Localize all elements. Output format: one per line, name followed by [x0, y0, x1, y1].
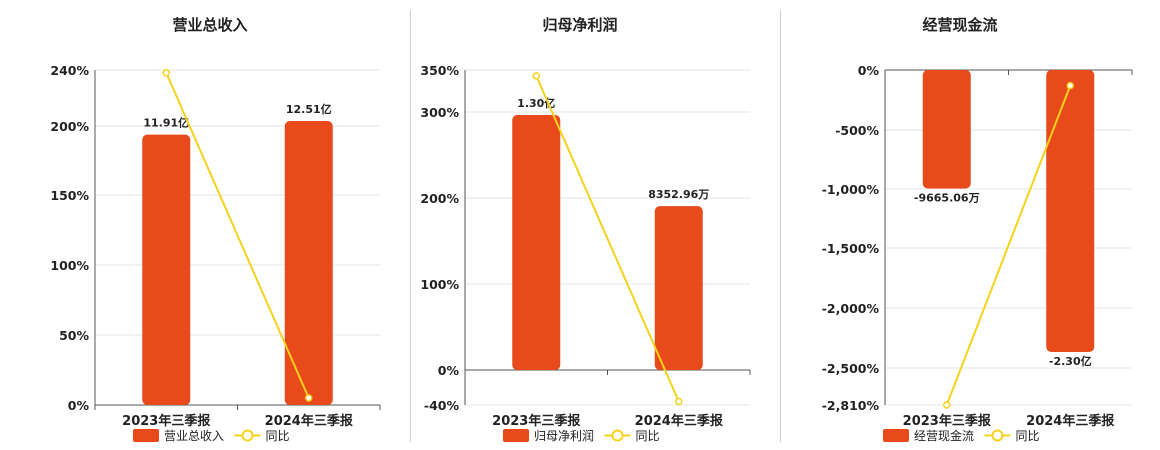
- y-tick-label: -500%: [835, 123, 879, 138]
- chart-title: 营业总收入: [172, 16, 247, 34]
- legend-label-line: 同比: [1016, 429, 1040, 443]
- chart-panel-net-profit: 归母净利润 350% 300% 200% 100% 0% -40% 2023年三季报 2024年…: [400, 0, 780, 450]
- legend: 营业总收入 同比: [133, 429, 290, 443]
- chart-panel-cash-flow: 经营现金流 0% -500% -1,000% -1,500% -2,000% -2,500%…: [780, 0, 1160, 450]
- legend-swatch-bar: [883, 429, 909, 442]
- yoy-line: [165, 72, 310, 399]
- bar-data-label: 11.91亿: [143, 116, 189, 130]
- legend-label-bar: 经营现金流: [914, 428, 974, 443]
- legend-swatch-marker: [611, 429, 624, 442]
- chart-title: 归母净利润: [542, 16, 617, 34]
- x-tick-label: 2024年三季报: [635, 413, 724, 429]
- legend-swatch-bar: [133, 429, 159, 442]
- y-tick-label: 240%: [50, 63, 89, 78]
- y-tick-label: 0%: [858, 63, 880, 78]
- x-tick-label: 2023年三季报: [903, 413, 992, 429]
- y-tick-label: 0%: [438, 363, 460, 378]
- yoy-point: [532, 72, 540, 80]
- bar-data-label: 12.51亿: [286, 102, 332, 116]
- legend-swatch-marker: [991, 429, 1004, 442]
- y-tick-label: 300%: [420, 105, 459, 120]
- x-tick-label: 2024年三季报: [265, 413, 354, 429]
- legend: 归母净利润 同比: [503, 429, 660, 443]
- panel-divider: [410, 10, 411, 442]
- y-tick-label: 200%: [420, 191, 459, 206]
- legend-label-bar: 营业总收入: [164, 429, 224, 443]
- yoy-point: [162, 69, 170, 77]
- y-tick-label: 200%: [50, 119, 89, 134]
- y-tick-label: 350%: [420, 63, 459, 78]
- bar-data-label: 8352.96万: [648, 188, 709, 201]
- legend-swatch-bar: [503, 429, 529, 442]
- legend-label-line: 同比: [266, 429, 290, 443]
- yoy-point: [1066, 81, 1074, 90]
- x-tick-label: 2023年三季报: [122, 413, 211, 429]
- bar: [284, 121, 333, 405]
- bar: [142, 134, 191, 406]
- y-tick-label: 100%: [420, 277, 459, 292]
- legend-label-line: 同比: [636, 429, 660, 443]
- bar: [922, 70, 971, 189]
- bar: [1046, 70, 1095, 352]
- bar-data-label: -9665.06万: [914, 192, 980, 205]
- x-tick-label: 2023年三季报: [492, 413, 581, 429]
- y-tick-label: -2,000%: [822, 301, 880, 316]
- y-tick-label: -2,810%: [822, 398, 880, 413]
- y-tick-label: -1,000%: [822, 182, 880, 197]
- x-tick-label: 2024年三季报: [1026, 413, 1115, 429]
- panel-divider: [780, 10, 781, 442]
- chart-svg: 归母净利润 350% 300% 200% 100% 0% -40% 2023年三季报 2024年…: [420, 16, 751, 443]
- yoy-point: [943, 401, 951, 409]
- y-tick-label: 150%: [50, 188, 89, 203]
- yoy-line: [945, 85, 1072, 406]
- yoy-point: [305, 394, 313, 402]
- legend: 经营现金流 同比: [883, 428, 1040, 443]
- y-tick-label: 100%: [50, 258, 89, 273]
- yoy-point: [675, 397, 683, 406]
- y-tick-label: 50%: [59, 328, 89, 343]
- chart-panel-revenue: 营业总收入 240% 200% 150% 100% 50% 0% 2023年三季报 2024年三…: [0, 0, 400, 450]
- chart-svg: 经营现金流 0% -500% -1,000% -1,500% -2,000% -2,500%…: [822, 16, 1133, 443]
- y-tick-label: -1,500%: [822, 241, 880, 256]
- bar: [512, 115, 561, 370]
- yoy-line: [535, 75, 680, 402]
- y-tick-label: -2,500%: [822, 361, 880, 376]
- chart-title: 经营现金流: [922, 16, 997, 34]
- y-tick-label: -40%: [424, 398, 460, 413]
- bar: [654, 206, 703, 370]
- legend-swatch-marker: [241, 429, 254, 442]
- y-tick-label: 0%: [68, 398, 90, 413]
- bar-data-label: -2.30亿: [1049, 354, 1092, 368]
- legend-label-bar: 归母净利润: [534, 429, 594, 443]
- chart-svg: 营业总收入 240% 200% 150% 100% 50% 0% 2023年三季报 2024年三…: [50, 16, 381, 443]
